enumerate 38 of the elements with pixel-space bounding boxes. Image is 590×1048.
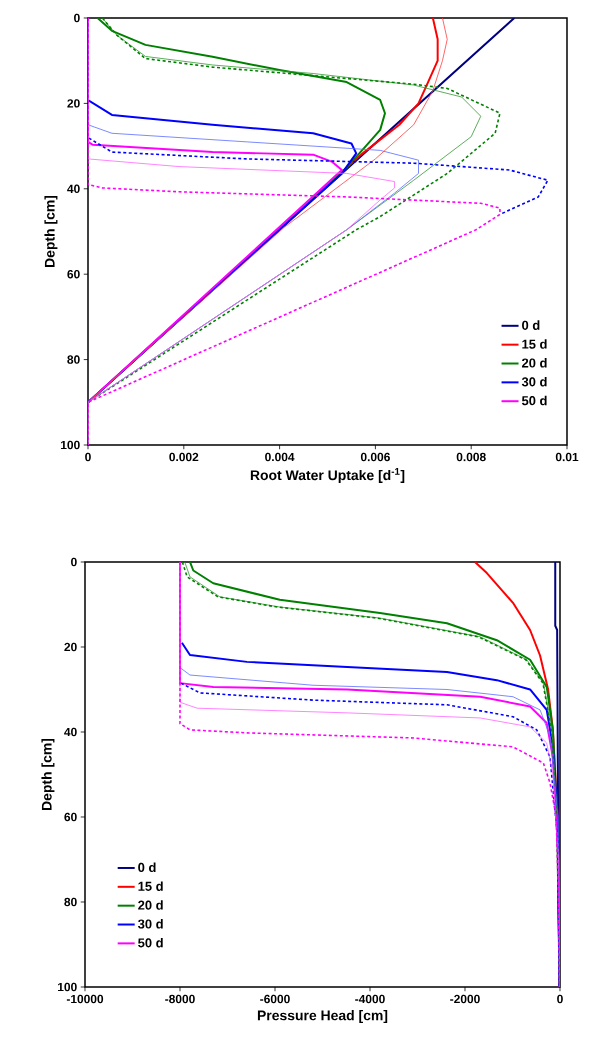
x-tick-label: 0.002 — [169, 452, 199, 462]
y-axis-title: Depth [cm] — [41, 738, 55, 810]
x-axis-title: Pressure Head [cm] — [257, 1010, 388, 1024]
legend-label: 20 d — [521, 358, 547, 368]
y-tick-label: 40 — [67, 184, 80, 194]
legend-label: 0 d — [138, 862, 156, 873]
y-axis-title: Depth [cm] — [44, 195, 58, 267]
y-tick-label: 80 — [64, 897, 77, 907]
x-tick-label: 0.01 — [555, 452, 579, 462]
y-tick-label: 20 — [67, 99, 80, 108]
legend-label: 50 d — [138, 937, 163, 948]
y-tick-label: 0 — [71, 557, 77, 567]
y-tick-label: 60 — [64, 812, 77, 822]
x-tick-label: -4000 — [355, 994, 385, 1004]
x-tick-label: -6000 — [260, 994, 290, 1004]
y-tick-label: 100 — [61, 440, 80, 450]
x-tick-label: 0.006 — [360, 452, 390, 462]
x-tick-label: 0 — [557, 994, 563, 1004]
x-tick-label: -2000 — [450, 994, 480, 1004]
x-axis-title: Root Water Uptake [d$^{-1}$] — [250, 468, 405, 483]
x-tick-label: -8000 — [165, 994, 195, 1004]
y-tick-label: 20 — [64, 642, 77, 652]
x-tick-label: 0.008 — [456, 452, 486, 462]
x-tick-label: -10000 — [66, 994, 104, 1004]
y-tick-label: 100 — [58, 982, 77, 992]
legend-label: 30 d — [521, 376, 547, 387]
y-tick-label: 0 — [74, 13, 80, 23]
legend-label: 20 d — [138, 900, 163, 910]
y-tick-label: 40 — [64, 727, 77, 737]
legend-label: 0 d — [522, 320, 540, 330]
x-tick-label: 0 — [85, 452, 91, 462]
y-tick-label: 80 — [67, 355, 80, 364]
legend-label: 15 d — [138, 881, 163, 891]
x-tick-label: 0.004 — [265, 452, 295, 462]
legend-label: 50 d — [521, 395, 547, 406]
y-tick-label: 60 — [67, 269, 80, 279]
legend-label: 15 d — [522, 339, 547, 349]
legend-label: 30 d — [137, 919, 163, 929]
